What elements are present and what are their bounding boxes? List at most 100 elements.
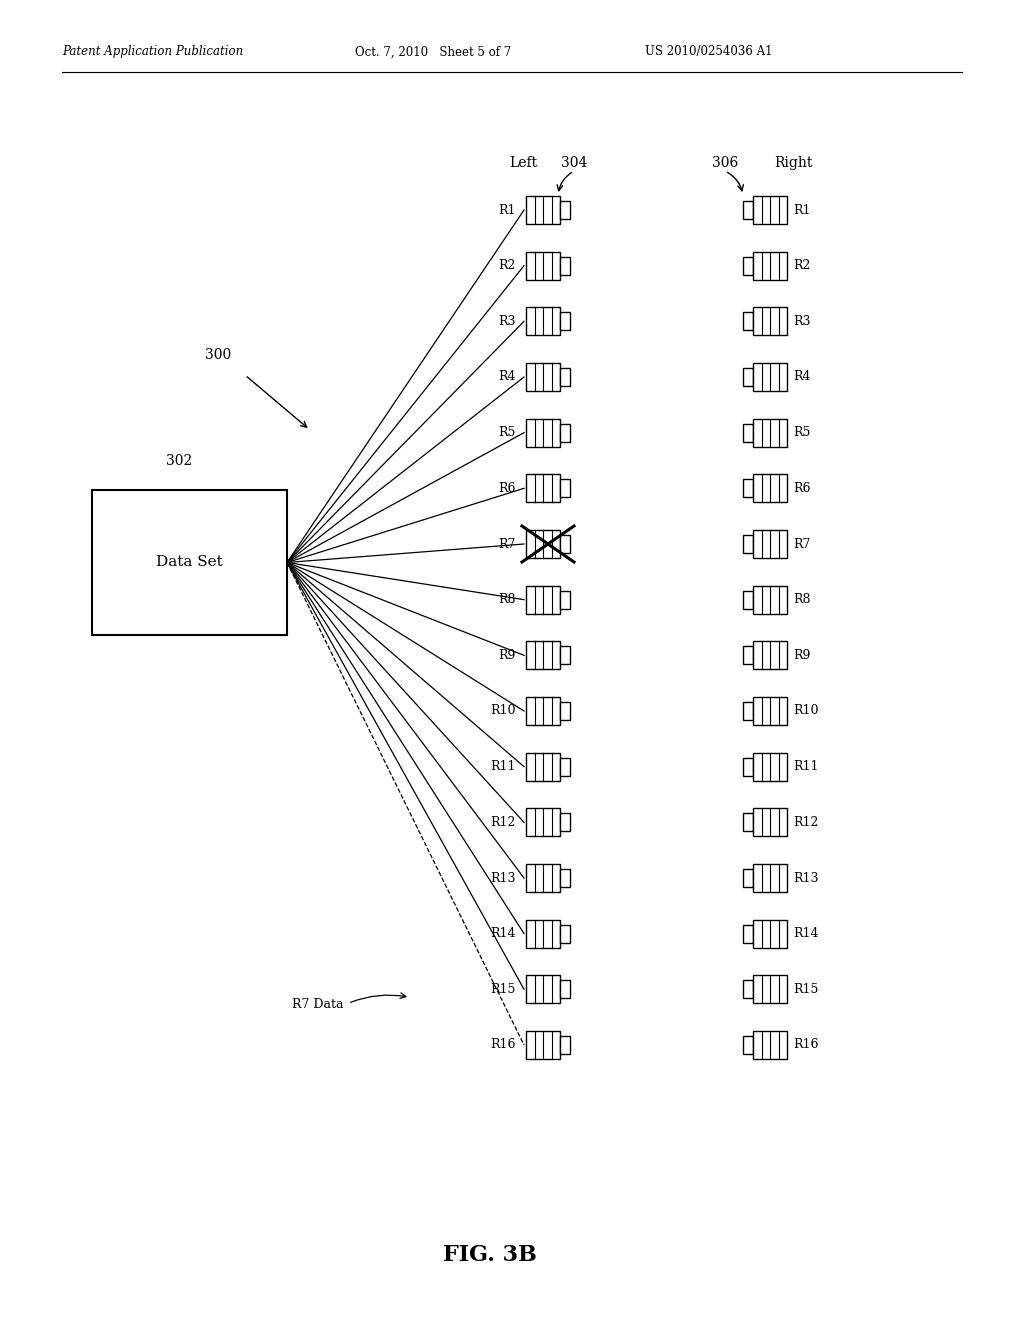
Bar	[743, 702, 753, 719]
Text: R14: R14	[793, 927, 818, 940]
Bar	[526, 642, 560, 669]
Bar	[560, 479, 570, 498]
Bar	[753, 531, 787, 558]
Text: 304: 304	[561, 156, 587, 170]
Bar	[560, 813, 570, 832]
Bar	[753, 474, 787, 503]
Bar	[526, 697, 560, 725]
Bar	[560, 313, 570, 330]
Text: R14: R14	[490, 927, 516, 940]
Text: 302: 302	[166, 454, 193, 469]
Text: R9: R9	[499, 649, 516, 661]
Bar	[560, 256, 570, 275]
Bar	[743, 479, 753, 498]
Bar	[753, 752, 787, 780]
Text: R16: R16	[490, 1039, 516, 1052]
Text: R2: R2	[793, 259, 810, 272]
Text: R7: R7	[793, 537, 810, 550]
Bar	[560, 1036, 570, 1053]
Bar	[526, 474, 560, 503]
Bar	[560, 869, 570, 887]
Text: R5: R5	[793, 426, 810, 440]
Text: R3: R3	[793, 315, 811, 327]
Text: R4: R4	[499, 371, 516, 384]
Text: R10: R10	[793, 705, 818, 718]
Bar	[560, 368, 570, 385]
Bar	[560, 424, 570, 442]
Bar	[743, 1036, 753, 1053]
Bar	[560, 758, 570, 776]
Bar	[753, 865, 787, 892]
Text: R8: R8	[793, 593, 811, 606]
Bar	[526, 920, 560, 948]
Bar	[560, 981, 570, 998]
Bar	[560, 590, 570, 609]
Bar	[526, 586, 560, 614]
Bar	[743, 925, 753, 942]
Bar	[526, 531, 560, 558]
Text: R6: R6	[793, 482, 811, 495]
Bar	[526, 308, 560, 335]
Bar	[526, 418, 560, 446]
Text: R16: R16	[793, 1039, 818, 1052]
Bar	[753, 697, 787, 725]
Bar	[560, 925, 570, 942]
Bar	[753, 195, 787, 224]
Bar	[743, 758, 753, 776]
Bar	[743, 256, 753, 275]
Bar	[743, 368, 753, 385]
Text: R9: R9	[793, 649, 810, 661]
Bar	[753, 1031, 787, 1059]
Bar	[526, 252, 560, 280]
Bar	[526, 865, 560, 892]
Text: Data Set: Data Set	[156, 556, 223, 569]
Text: R4: R4	[793, 371, 811, 384]
Text: R15: R15	[490, 983, 516, 995]
Text: Patent Application Publication: Patent Application Publication	[62, 45, 244, 58]
Bar	[92, 490, 287, 635]
Bar	[560, 702, 570, 719]
Bar	[560, 535, 570, 553]
Bar	[753, 252, 787, 280]
Bar	[526, 363, 560, 391]
Bar	[526, 752, 560, 780]
Text: 306: 306	[712, 156, 738, 170]
Text: 300: 300	[205, 348, 231, 362]
Text: R1: R1	[499, 203, 516, 216]
Bar	[743, 424, 753, 442]
Text: R13: R13	[793, 871, 818, 884]
Text: R12: R12	[490, 816, 516, 829]
Bar	[753, 920, 787, 948]
Text: Right: Right	[774, 156, 812, 170]
Text: R13: R13	[490, 871, 516, 884]
Text: US 2010/0254036 A1: US 2010/0254036 A1	[645, 45, 772, 58]
Bar	[526, 808, 560, 837]
Text: R5: R5	[499, 426, 516, 440]
Text: R8: R8	[499, 593, 516, 606]
Text: R12: R12	[793, 816, 818, 829]
Bar	[753, 642, 787, 669]
Text: FIG. 3B: FIG. 3B	[443, 1243, 537, 1266]
Text: R2: R2	[499, 259, 516, 272]
Bar	[743, 201, 753, 219]
Bar	[743, 869, 753, 887]
Text: R15: R15	[793, 983, 818, 995]
Text: R6: R6	[499, 482, 516, 495]
Bar	[743, 813, 753, 832]
Bar	[743, 590, 753, 609]
Bar	[743, 981, 753, 998]
Text: R11: R11	[793, 760, 818, 774]
Bar	[743, 647, 753, 664]
Text: Left: Left	[509, 156, 537, 170]
Bar	[753, 418, 787, 446]
Bar	[526, 1031, 560, 1059]
Bar	[753, 586, 787, 614]
Text: R7: R7	[499, 537, 516, 550]
Bar	[526, 975, 560, 1003]
Bar	[753, 975, 787, 1003]
Bar	[560, 647, 570, 664]
Bar	[753, 808, 787, 837]
Bar	[526, 195, 560, 224]
Text: R7 Data: R7 Data	[292, 998, 343, 1011]
Bar	[753, 363, 787, 391]
